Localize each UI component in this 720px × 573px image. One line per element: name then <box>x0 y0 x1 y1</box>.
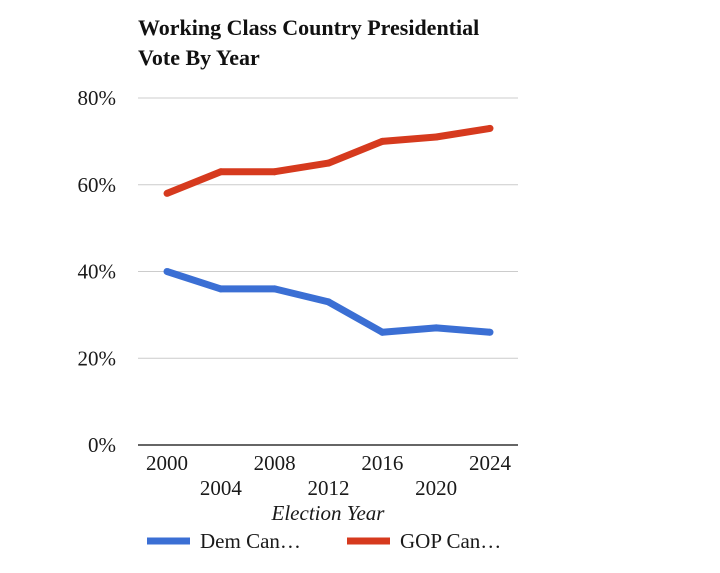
y-tick-label: 0% <box>88 433 116 457</box>
data-point <box>271 285 279 293</box>
data-point <box>163 268 171 275</box>
y-tick-label: 80% <box>78 86 117 110</box>
x-tick-label: 2024 <box>469 451 512 475</box>
data-point <box>217 168 225 176</box>
x-axis-tick-labels: 2000 2004 2008 2012 2016 2020 2024 <box>146 451 512 500</box>
y-tick-label: 40% <box>78 260 117 284</box>
data-point <box>432 133 440 141</box>
x-tick-label: 2020 <box>415 476 457 500</box>
chart-title-line-2: Vote By Year <box>138 45 260 70</box>
x-tick-label: 2000 <box>146 451 188 475</box>
y-tick-label: 20% <box>78 346 117 370</box>
data-point <box>378 328 386 336</box>
data-point <box>378 137 386 145</box>
legend-label: Dem Can… <box>200 529 301 553</box>
data-point <box>486 328 494 336</box>
y-tick-label: 60% <box>78 173 117 197</box>
series-lines <box>163 124 494 336</box>
x-tick-label: 2012 <box>308 476 350 500</box>
x-tick-label: 2016 <box>361 451 403 475</box>
data-point <box>325 159 332 167</box>
data-point <box>163 189 171 197</box>
data-point <box>486 124 494 132</box>
data-point <box>271 168 279 176</box>
data-point <box>325 298 332 306</box>
x-tick-label: 2004 <box>200 476 243 500</box>
legend-label: GOP Can… <box>400 529 501 553</box>
x-axis-title: Election Year <box>271 501 386 525</box>
data-point <box>217 285 225 293</box>
chart-title-line-1: Working Class Country Presidential <box>138 15 479 40</box>
y-axis-tick-labels: 0% 20% 40% 60% 80% <box>78 86 117 457</box>
data-point <box>432 324 440 332</box>
x-tick-label: 2008 <box>254 451 296 475</box>
chart-title: Working Class Country Presidential Vote … <box>138 15 479 70</box>
gridlines <box>138 97 518 446</box>
legend: Dem Can… GOP Can… <box>147 529 501 553</box>
